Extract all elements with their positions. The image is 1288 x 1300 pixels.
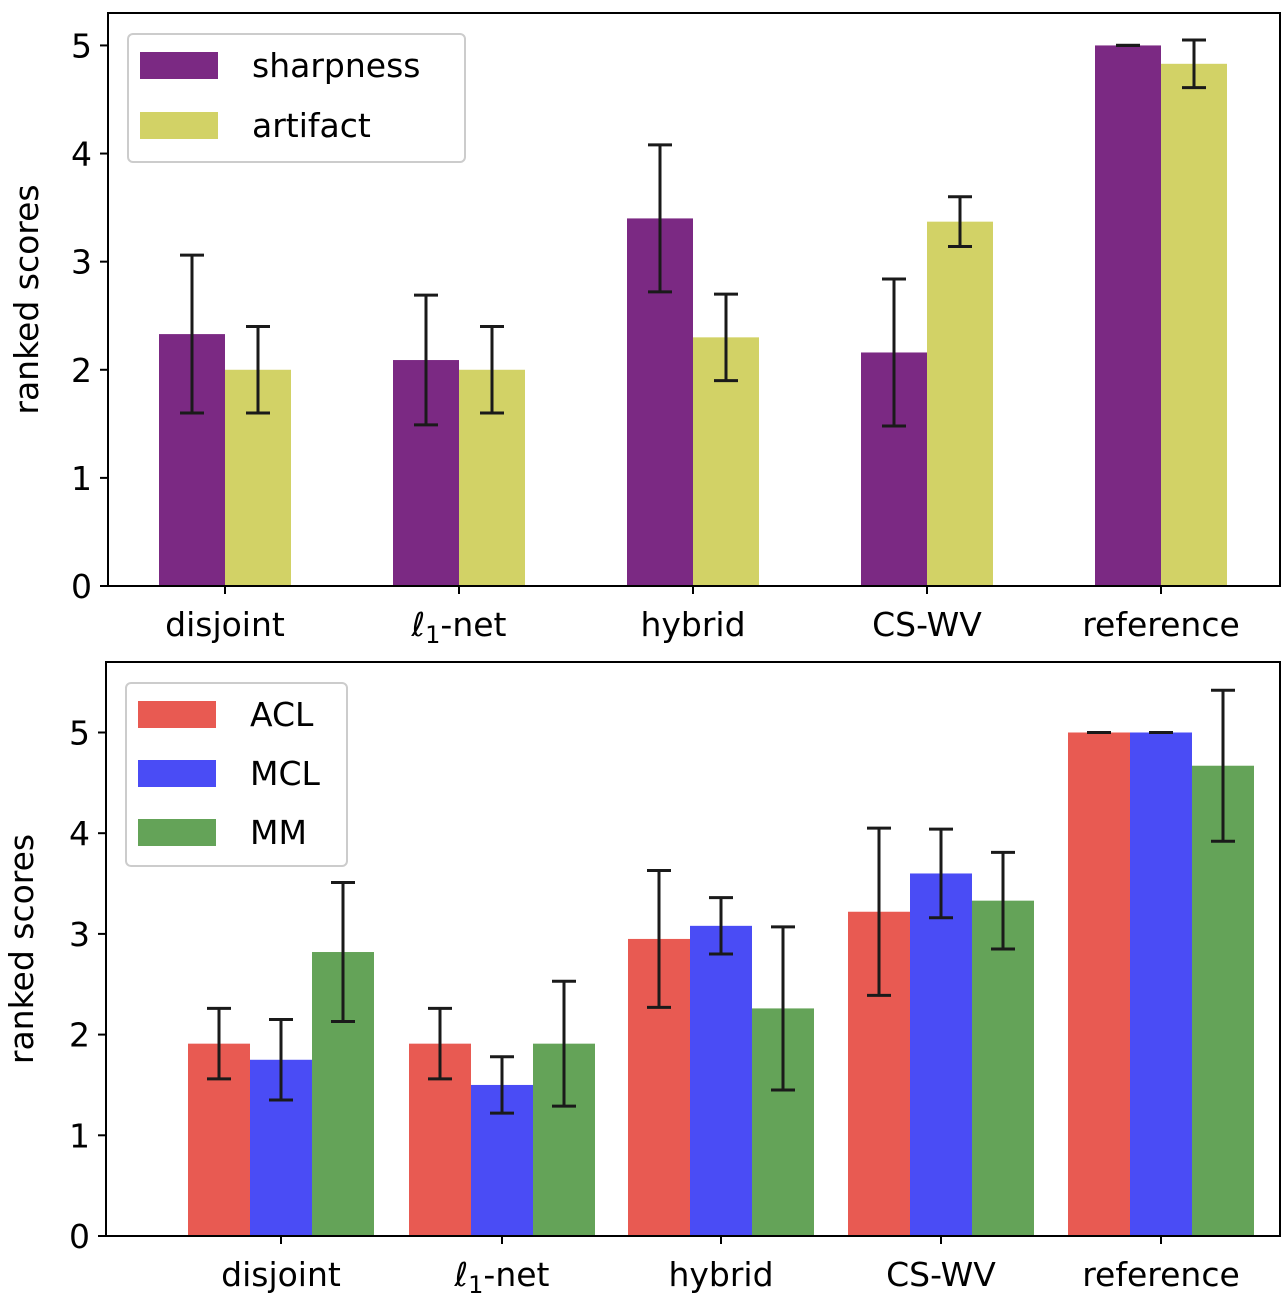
- y-tick-label: 1: [71, 459, 92, 498]
- x-tick-label-hybrid: hybrid: [640, 605, 745, 644]
- y-tick-label: 2: [69, 1016, 90, 1055]
- y-tick-label: 0: [71, 567, 92, 606]
- y-tick-label: 2: [71, 351, 92, 390]
- x-tick-label-cs-wv: CS-WV: [872, 605, 982, 644]
- legend-swatch-artifact: [140, 112, 218, 139]
- x-tick-label-1-net: ℓ1-net: [411, 605, 507, 649]
- y-axis-title: ranked scores: [2, 834, 41, 1064]
- y-tick-label: 5: [69, 713, 90, 752]
- bar-artifact-reference: [1161, 63, 1227, 586]
- chart-2: 0 1 2 3 4 5 disjoint ℓ1-net hybrid CS-WV reference…: [2, 661, 1281, 1299]
- bar-artifact-cs-wv: [927, 221, 993, 586]
- y-tick-label: 5: [71, 26, 92, 65]
- y-tick-label: 0: [69, 1217, 90, 1256]
- legend: sharpness artifact: [127, 33, 466, 163]
- x-tick-label-reference: reference: [1082, 1255, 1240, 1294]
- x-tick-label-hybrid: hybrid: [668, 1255, 773, 1294]
- legend-swatch-mm: [138, 819, 216, 846]
- x-tick-label-1-net: ℓ1-net: [454, 1255, 550, 1299]
- x-tick-label-disjoint: disjoint: [221, 1255, 341, 1294]
- legend-swatch-mcl: [138, 760, 216, 787]
- bar-sharpness-reference: [1095, 45, 1161, 587]
- bar-mm-reference: [1192, 765, 1254, 1236]
- y-tick-label: 4: [71, 135, 92, 174]
- y-axis-title: ranked scores: [7, 184, 46, 414]
- y-tick-label: 3: [71, 243, 92, 282]
- legend-label-sharpness: sharpness: [252, 46, 420, 85]
- legend-label-artifact: artifact: [252, 106, 371, 145]
- x-tick-label-disjoint: disjoint: [165, 605, 285, 644]
- legend-label-mm: MM: [250, 813, 307, 852]
- x-tick-label-reference: reference: [1082, 605, 1240, 644]
- legend-label-mcl: MCL: [250, 754, 321, 793]
- legend-swatch-sharpness: [140, 52, 218, 79]
- plot-frame: [107, 12, 1281, 587]
- y-tick-label: 4: [69, 814, 90, 853]
- legend: ACL MCL MM: [125, 682, 348, 867]
- bar-mm-cs-wv: [972, 900, 1034, 1236]
- x-tick-label-cs-wv: CS-WV: [886, 1255, 996, 1294]
- bar-mcl-reference: [1130, 732, 1192, 1236]
- bar-mcl-hybrid: [690, 925, 752, 1236]
- y-tick-label: 1: [69, 1116, 90, 1155]
- bar-mcl-cs-wv: [910, 873, 972, 1236]
- plot-frame: [105, 661, 1281, 1237]
- legend-swatch-acl: [138, 701, 216, 728]
- legend-label-acl: ACL: [250, 695, 314, 734]
- chart-1: 0 1 2 3 4 5 disjoint ℓ1-net hybrid CS-WV reference…: [7, 12, 1281, 649]
- y-tick-label: 3: [69, 915, 90, 954]
- bar-acl-reference: [1068, 732, 1130, 1236]
